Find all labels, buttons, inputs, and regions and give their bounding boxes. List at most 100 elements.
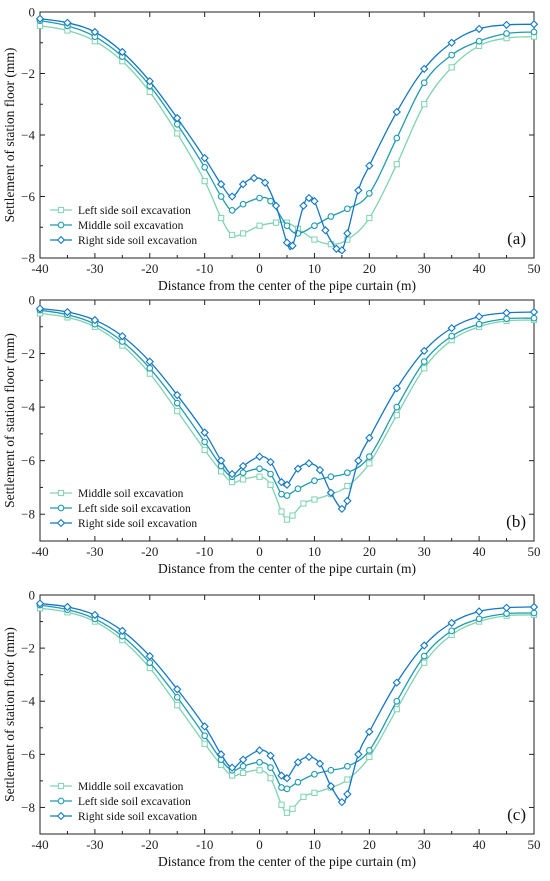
series-line: [39, 19, 535, 235]
data-point: [448, 332, 456, 340]
legend-entry: Middle soil excavation: [78, 220, 184, 232]
data-point: [90, 27, 100, 37]
data-point: [337, 504, 347, 514]
data-point: [529, 602, 539, 612]
data-point: [35, 599, 45, 608]
data-point: [174, 702, 181, 709]
data-point: [304, 459, 314, 468]
data-point: [201, 438, 209, 446]
data-point: [327, 766, 335, 774]
data-point: [256, 222, 263, 229]
data-point: [283, 222, 291, 230]
data-point: [118, 626, 127, 636]
data-point: [90, 610, 100, 620]
x-tick-label: 10: [308, 261, 321, 276]
data-point: [420, 346, 429, 356]
data-point: [239, 769, 247, 777]
legend-entry: Left side soil excavation: [78, 796, 191, 808]
x-tick-label: 0: [256, 544, 263, 559]
data-point: [229, 772, 236, 779]
data-point: [218, 761, 225, 769]
data-point: [420, 652, 428, 660]
data-point: [201, 740, 208, 747]
y-tick-label: −2: [21, 66, 35, 81]
data-point: [277, 477, 286, 487]
legend-marker: [57, 489, 65, 497]
panel-label: (a): [507, 229, 526, 248]
data-point: [239, 200, 247, 208]
data-point: [218, 214, 225, 222]
legend-marker: [57, 221, 65, 229]
data-point: [146, 659, 154, 667]
data-point: [344, 776, 351, 783]
data-point: [267, 470, 274, 478]
data-point: [474, 24, 484, 34]
y-tick-label: −6: [21, 747, 35, 762]
legend-marker: [56, 811, 66, 821]
data-point: [229, 231, 236, 239]
data-point: [173, 685, 182, 694]
data-point: [289, 512, 296, 519]
x-tick-label: 30: [418, 837, 431, 852]
data-point: [354, 750, 363, 759]
x-tick-label: -20: [141, 261, 158, 276]
x-tick-label: -40: [31, 544, 48, 559]
legend-entry: Middle soil excavation: [78, 488, 184, 500]
data-point: [393, 706, 400, 713]
x-axis-label: Distance from the center of the pipe cur…: [158, 278, 416, 293]
data-point: [216, 456, 226, 465]
data-point: [35, 14, 45, 23]
data-point: [118, 47, 127, 57]
data-point: [475, 37, 483, 45]
data-point: [344, 762, 351, 770]
data-point: [502, 308, 511, 318]
data-point: [529, 20, 539, 29]
data-point: [475, 320, 483, 328]
data-point: [267, 481, 274, 488]
data-point: [216, 180, 226, 189]
data-point: [260, 178, 270, 187]
data-point: [174, 408, 181, 415]
x-tick-label: 50: [528, 544, 541, 559]
x-tick-label: -30: [86, 544, 103, 559]
data-point: [502, 603, 511, 612]
data-point: [145, 357, 154, 366]
data-point: [392, 107, 401, 117]
data-point: [421, 365, 428, 372]
legend-entry: Middle soil excavation: [78, 781, 184, 793]
x-tick-label: 40: [473, 261, 486, 276]
data-point: [200, 722, 209, 731]
data-point: [344, 469, 351, 477]
data-point: [238, 180, 248, 189]
data-point: [173, 693, 181, 701]
data-point: [278, 784, 285, 791]
data-point: [36, 22, 44, 29]
x-axis-label: Distance from the center of the pipe cur…: [158, 854, 416, 869]
data-point: [343, 496, 352, 506]
x-tick-label: 10: [308, 837, 321, 852]
data-point: [239, 762, 247, 770]
data-point: [421, 659, 428, 666]
x-tick-label: -10: [196, 837, 213, 852]
data-point: [146, 664, 153, 672]
x-tick-label: 30: [418, 544, 431, 559]
data-point: [216, 750, 226, 759]
y-tick-label: −4: [21, 400, 35, 415]
data-point: [145, 77, 154, 86]
data-point: [393, 161, 400, 168]
data-point: [365, 453, 373, 461]
data-point: [366, 460, 373, 467]
data-point: [447, 38, 456, 47]
data-point: [365, 746, 373, 754]
data-point: [173, 113, 182, 123]
data-point: [503, 30, 510, 37]
data-point: [354, 186, 363, 195]
data-point: [271, 201, 281, 210]
x-tick-label: -30: [86, 837, 103, 852]
data-point: [311, 496, 318, 503]
data-point: [201, 446, 208, 454]
data-point: [90, 315, 100, 325]
data-point: [294, 485, 302, 493]
legend-entry: Left side soil excavation: [78, 503, 191, 515]
data-point: [304, 752, 314, 762]
